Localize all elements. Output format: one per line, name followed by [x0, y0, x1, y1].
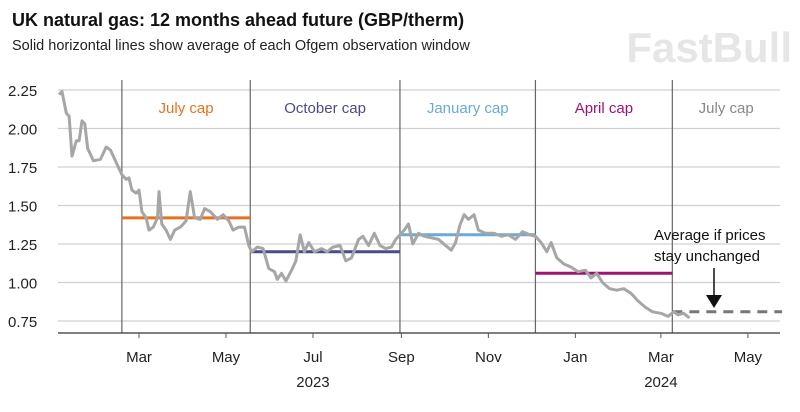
window-label: July cap [699, 100, 754, 117]
x-tick-label: Sep [388, 349, 415, 366]
y-tick-label: 1.75 [8, 160, 37, 177]
gas-price-line [58, 90, 691, 320]
y-tick-label: 1.50 [8, 199, 37, 216]
y-tick-label: 1.25 [8, 237, 37, 254]
window-label: April cap [575, 100, 633, 117]
chart-subtitle: Solid horizontal lines show average of e… [12, 38, 470, 54]
x-year-label: 2023 [296, 374, 329, 391]
window-label: January cap [427, 100, 509, 117]
watermark: FastBull [626, 24, 792, 71]
window-label: July cap [159, 100, 214, 117]
x-tick-label: May [212, 349, 241, 366]
x-tick-label: Mar [126, 349, 152, 366]
window-label: October cap [284, 100, 366, 117]
x-tick-label: Nov [475, 349, 502, 366]
x-tick-label: May [734, 349, 763, 366]
arrow-down-icon [706, 295, 722, 308]
y-tick-label: 2.25 [8, 83, 37, 100]
x-tick-label: Jul [303, 349, 322, 366]
x-year-label: 2024 [644, 374, 677, 391]
chart-title: UK natural gas: 12 months ahead future (… [12, 10, 465, 30]
y-tick-label: 0.75 [8, 314, 37, 331]
annotation-text: Average if prices [654, 227, 765, 244]
y-tick-label: 1.00 [8, 276, 37, 293]
y-tick-label: 2.00 [8, 122, 37, 139]
x-tick-label: Jan [563, 349, 587, 366]
x-tick-label: Mar [648, 349, 674, 366]
annotation-text: stay unchanged [654, 248, 760, 265]
